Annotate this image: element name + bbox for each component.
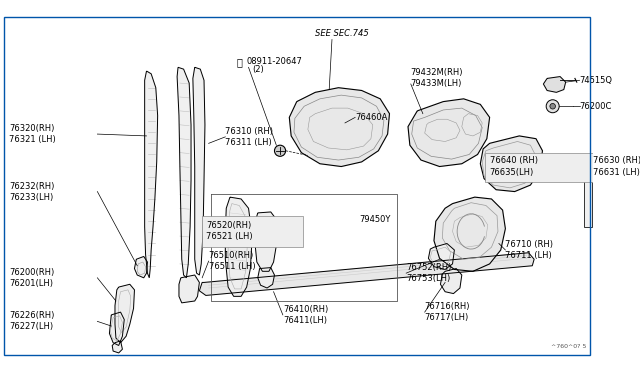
Text: Ⓝ: Ⓝ	[236, 57, 242, 67]
Text: 76200C: 76200C	[580, 102, 612, 111]
Polygon shape	[109, 312, 124, 346]
Polygon shape	[177, 67, 191, 278]
Polygon shape	[289, 88, 390, 167]
Polygon shape	[255, 212, 276, 271]
FancyBboxPatch shape	[485, 153, 595, 182]
Polygon shape	[134, 256, 147, 278]
Text: 79450Y: 79450Y	[360, 215, 391, 224]
Text: 76752(RH)
76753(LH): 76752(RH) 76753(LH)	[406, 263, 452, 283]
Text: 76320(RH)
76321 (LH): 76320(RH) 76321 (LH)	[9, 124, 56, 144]
Polygon shape	[179, 275, 200, 303]
Text: (2): (2)	[252, 65, 264, 74]
Text: 76410(RH)
76411(LH): 76410(RH) 76411(LH)	[283, 305, 328, 325]
Circle shape	[550, 103, 556, 109]
Polygon shape	[145, 71, 157, 278]
Text: 76200(RH)
76201(LH): 76200(RH) 76201(LH)	[9, 268, 54, 288]
Text: 76716(RH)
76717(LH): 76716(RH) 76717(LH)	[425, 302, 470, 322]
Polygon shape	[440, 269, 462, 294]
Text: 79432M(RH)
79433M(LH): 79432M(RH) 79433M(LH)	[411, 68, 463, 89]
Text: 76640 (RH)
76635(LH): 76640 (RH) 76635(LH)	[490, 157, 538, 177]
Text: ^760^0? 5: ^760^0? 5	[550, 344, 586, 349]
Polygon shape	[408, 99, 490, 167]
Bar	[584, 167, 591, 227]
Text: 76232(RH)
76233(LH): 76232(RH) 76233(LH)	[9, 182, 54, 202]
Text: 08911-20647: 08911-20647	[246, 57, 303, 66]
Polygon shape	[434, 197, 506, 271]
Polygon shape	[428, 244, 454, 269]
Text: 76460A: 76460A	[355, 113, 388, 122]
Polygon shape	[543, 77, 566, 92]
Polygon shape	[481, 136, 543, 192]
Text: 76310 (RH)
76311 (LH): 76310 (RH) 76311 (LH)	[225, 127, 273, 147]
Text: 76520(RH)
76521 (LH): 76520(RH) 76521 (LH)	[206, 221, 253, 241]
Circle shape	[546, 100, 559, 113]
FancyBboxPatch shape	[202, 216, 303, 247]
Text: 76710 (RH)
76711 (LH): 76710 (RH) 76711 (LH)	[506, 240, 554, 260]
Circle shape	[275, 145, 285, 156]
Polygon shape	[258, 267, 275, 288]
Text: 76226(RH)
76227(LH): 76226(RH) 76227(LH)	[9, 311, 54, 331]
Polygon shape	[200, 253, 534, 295]
Text: 74515Q: 74515Q	[580, 76, 612, 85]
Polygon shape	[115, 284, 134, 343]
Text: 76510(RH)
76511 (LH): 76510(RH) 76511 (LH)	[209, 251, 255, 271]
Text: SEE SEC.745: SEE SEC.745	[316, 29, 369, 38]
Polygon shape	[193, 67, 205, 275]
Polygon shape	[225, 197, 252, 296]
Text: 76630 (RH)
76631 (LH): 76630 (RH) 76631 (LH)	[593, 157, 640, 177]
Polygon shape	[112, 341, 122, 353]
